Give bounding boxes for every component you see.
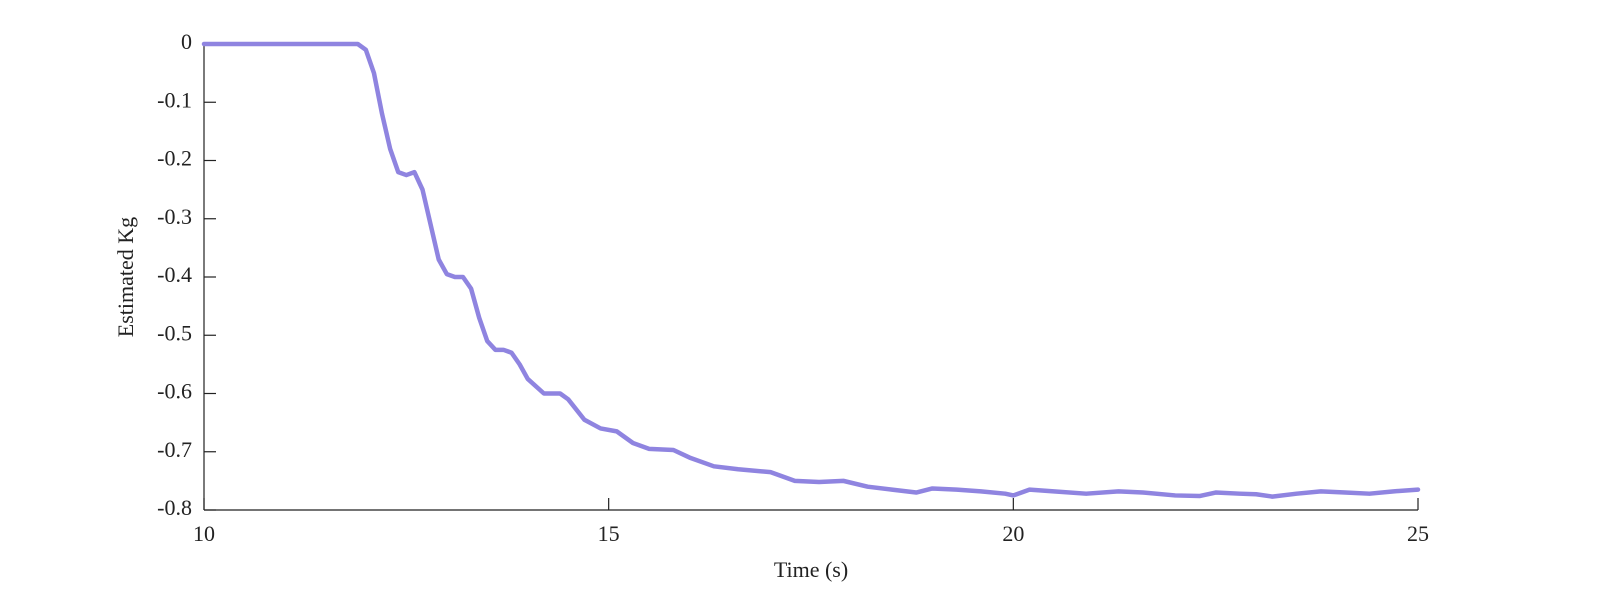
y-tick-label: -0.5	[157, 320, 192, 345]
y-axis-label: Estimated Kg	[113, 217, 138, 337]
y-tick-label: -0.4	[157, 262, 192, 287]
x-tick-label: 20	[1002, 521, 1024, 546]
y-tick-label: -0.7	[157, 437, 192, 462]
data-line	[201, 41, 1421, 499]
y-tick-label: -0.3	[157, 204, 192, 229]
y-tick-label: 0	[181, 29, 192, 54]
y-tick-label: -0.8	[157, 495, 192, 520]
x-tick-label: 25	[1407, 521, 1429, 546]
y-tick-label: -0.2	[157, 146, 192, 171]
x-tick-label: 15	[598, 521, 620, 546]
x-axis-label: Time (s)	[774, 557, 848, 582]
y-tick-label: -0.1	[157, 87, 192, 112]
y-tick-label: -0.6	[157, 379, 192, 404]
x-tick-label: 10	[193, 521, 215, 546]
